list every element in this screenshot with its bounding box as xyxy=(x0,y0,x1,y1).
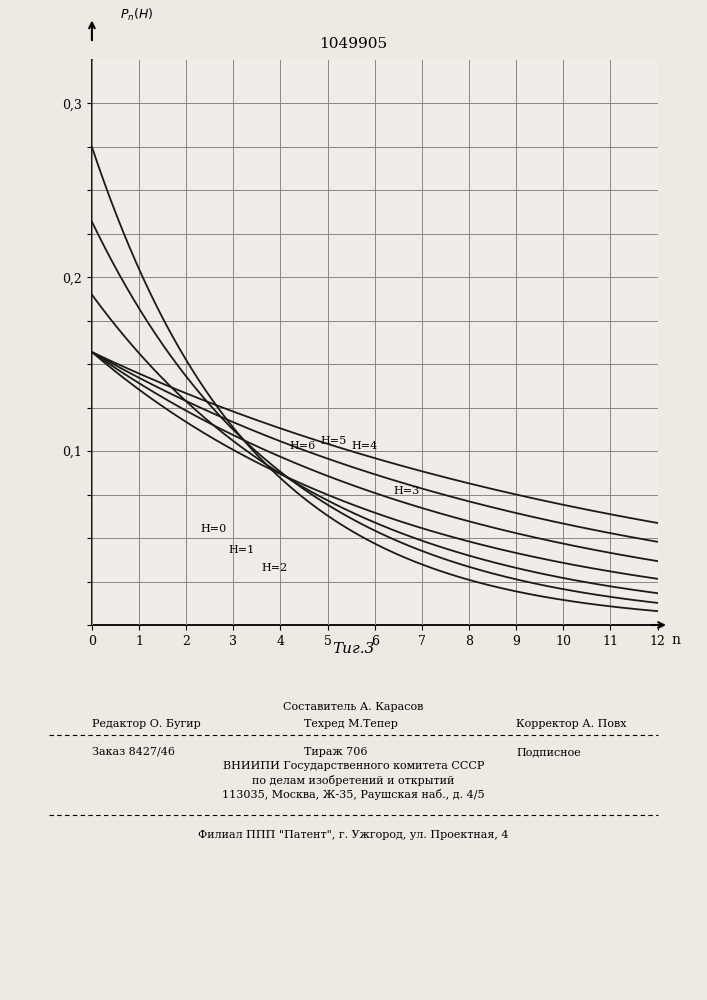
Text: H=6: H=6 xyxy=(290,441,316,451)
Text: H=3: H=3 xyxy=(394,486,420,496)
Text: по делам изобретений и открытий: по делам изобретений и открытий xyxy=(252,775,455,786)
Text: Подписное: Подписное xyxy=(516,747,581,757)
Text: Редактор О. Бугир: Редактор О. Бугир xyxy=(92,719,201,729)
Text: Корректор А. Повх: Корректор А. Повх xyxy=(516,719,626,729)
Text: H=4: H=4 xyxy=(351,441,378,451)
Text: 1049905: 1049905 xyxy=(320,37,387,51)
Text: Τиг.3: Τиг.3 xyxy=(332,642,375,656)
Text: H=5: H=5 xyxy=(320,436,346,446)
Text: Составитель А. Карасов: Составитель А. Карасов xyxy=(284,702,423,712)
Text: Тираж 706: Тираж 706 xyxy=(304,747,368,757)
Text: H=0: H=0 xyxy=(200,524,226,534)
Text: n: n xyxy=(672,633,681,647)
Text: H=2: H=2 xyxy=(262,563,288,573)
Text: 113035, Москва, Ж-35, Раушская наб., д. 4/5: 113035, Москва, Ж-35, Раушская наб., д. … xyxy=(222,789,485,800)
Text: H=1: H=1 xyxy=(228,545,255,555)
Text: $P_n(H)$: $P_n(H)$ xyxy=(120,7,153,23)
Text: ВНИИПИ Государственного комитета СССР: ВНИИПИ Государственного комитета СССР xyxy=(223,761,484,771)
Text: Заказ 8427/46: Заказ 8427/46 xyxy=(92,747,175,757)
Text: Техред М.Тепер: Техред М.Тепер xyxy=(304,719,398,729)
Text: Филиал ППП "Патент", г. Ужгород, ул. Проектная, 4: Филиал ППП "Патент", г. Ужгород, ул. Про… xyxy=(198,830,509,840)
